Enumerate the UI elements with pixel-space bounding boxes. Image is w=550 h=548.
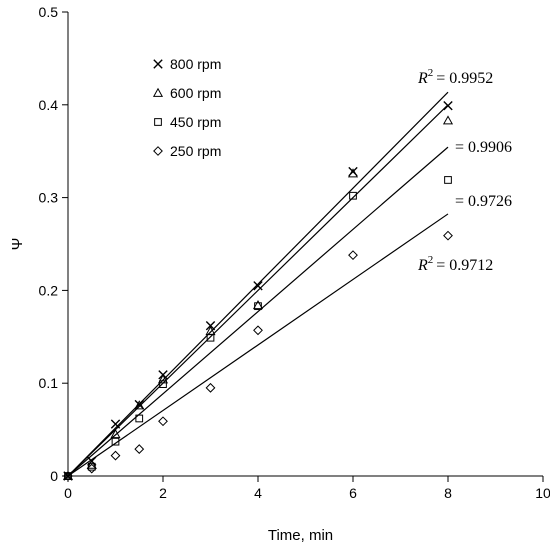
point-600-rpm	[110, 429, 121, 439]
point-250-rpm	[63, 471, 73, 481]
point-600-rpm	[347, 168, 359, 178]
fit-line-450-rpm	[67, 146, 449, 477]
r2-label: R2 = 0.9952	[417, 67, 493, 87]
point-800-rpm	[443, 101, 453, 111]
legend: 800 rpm 600 rpm 450 rpm 250 rpm	[152, 56, 221, 159]
legend-marker-450-rpm	[154, 118, 162, 126]
point-450-rpm	[206, 333, 215, 342]
legend-marker-800-rpm	[153, 59, 163, 69]
x-tick-label: 10	[535, 485, 550, 501]
fit-line-600-rpm	[67, 104, 449, 477]
x-tick-label: 4	[254, 485, 262, 501]
point-450-rpm	[64, 472, 72, 480]
legend-marker-250-rpm	[153, 146, 163, 156]
fit-line-250-rpm	[67, 213, 449, 477]
point-600-rpm	[86, 459, 97, 469]
point-250-rpm	[158, 416, 168, 427]
point-450-rpm	[159, 380, 167, 388]
fit-lines	[67, 91, 449, 477]
point-250-rpm	[134, 444, 145, 454]
x-axis-title: Time, min	[268, 527, 333, 544]
point-250-rpm	[253, 325, 263, 336]
point-600-rpm	[134, 400, 145, 410]
point-250-rpm	[205, 382, 216, 393]
x-tick-label: 2	[159, 485, 167, 501]
point-450-rpm	[444, 176, 452, 184]
r2-annotations: R2 = 0.9952 = 0.9906 = 0.9726 R2 = 0.9712	[417, 67, 512, 274]
y-tick-label: 0.2	[39, 282, 59, 298]
data-points	[62, 101, 454, 481]
axes: 0 2 4 6 8 10 0 0.1 0.2 0.3 0.4 0.5 Time, min Ψ	[9, 4, 550, 544]
legend-marker-600-rpm	[152, 87, 164, 97]
r2-label: R2 = 0.9712	[417, 254, 493, 274]
legend-label: 250 rpm	[170, 143, 221, 159]
point-800-rpm	[63, 471, 73, 481]
y-tick-label: 0.5	[39, 4, 59, 20]
point-450-rpm	[135, 414, 144, 423]
r2-label: = 0.9906	[455, 139, 512, 156]
point-250-rpm	[348, 250, 358, 261]
point-800-rpm	[253, 281, 263, 291]
point-450-rpm	[87, 462, 96, 471]
point-450-rpm	[349, 191, 357, 200]
point-450-rpm	[254, 302, 262, 311]
point-450-rpm	[111, 437, 120, 446]
point-600-rpm	[252, 300, 264, 310]
point-800-rpm	[134, 399, 144, 410]
y-tick-label: 0.4	[39, 97, 59, 113]
y-tick-label: 0.1	[39, 375, 59, 391]
r2-label: = 0.9726	[455, 193, 512, 210]
x-tick-label: 0	[64, 485, 72, 501]
y-tick-label: 0.3	[39, 190, 59, 206]
y-tick-label: 0	[50, 468, 58, 484]
point-250-rpm	[443, 230, 453, 241]
point-600-rpm	[157, 374, 169, 384]
fit-line-800-rpm	[67, 91, 449, 477]
legend-label: 600 rpm	[170, 85, 221, 101]
x-tick-label: 8	[444, 485, 452, 501]
point-600-rpm	[442, 115, 454, 125]
point-250-rpm	[110, 450, 121, 461]
x-tick-label: 6	[349, 485, 357, 501]
point-800-rpm	[110, 419, 121, 429]
legend-label: 450 rpm	[170, 114, 221, 130]
point-800-rpm	[205, 320, 216, 331]
point-250-rpm	[86, 463, 97, 474]
legend-label: 800 rpm	[170, 56, 221, 72]
y-axis-title: Ψ	[9, 238, 26, 251]
